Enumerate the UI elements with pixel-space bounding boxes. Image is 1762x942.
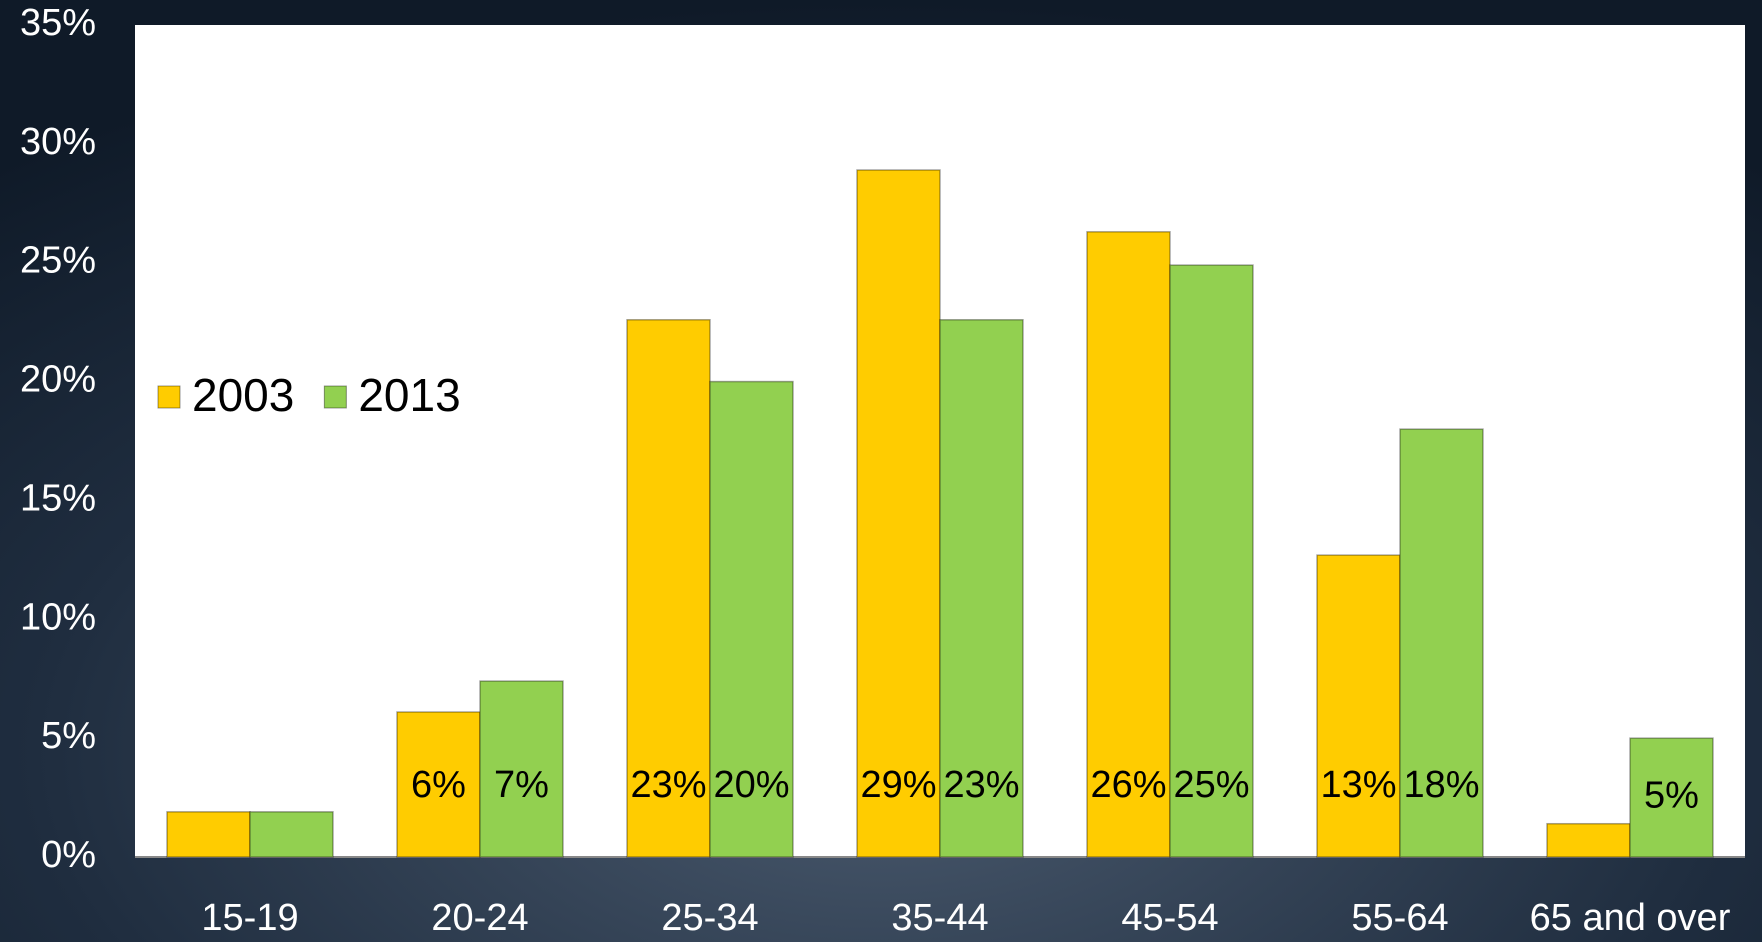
bar	[709, 380, 794, 858]
legend-label: 2013	[358, 369, 460, 421]
y-tick-label: 5%	[41, 715, 96, 757]
bar	[1629, 737, 1714, 858]
bar	[626, 319, 711, 858]
data-label: 18%	[1403, 764, 1479, 806]
data-label: 7%	[494, 764, 549, 806]
bar	[166, 811, 251, 858]
y-tick-label: 25%	[20, 240, 96, 282]
y-tick-label: 15%	[20, 477, 96, 519]
data-label: 26%	[1090, 764, 1166, 806]
data-label: 6%	[411, 764, 466, 806]
bar	[1316, 554, 1401, 858]
y-tick-label: 20%	[20, 359, 96, 401]
legend-swatch	[157, 385, 181, 409]
x-tick-label: 15-19	[201, 897, 298, 939]
bar	[1086, 231, 1171, 858]
y-tick-label: 35%	[20, 2, 96, 44]
x-tick-label: 35-44	[891, 897, 988, 939]
data-label: 29%	[860, 764, 936, 806]
data-label: 23%	[943, 764, 1019, 806]
x-tick-label: 55-64	[1351, 897, 1448, 939]
data-label: 20%	[713, 764, 789, 806]
data-label: 13%	[1320, 764, 1396, 806]
x-tick-label: 45-54	[1121, 897, 1218, 939]
bar	[1399, 428, 1484, 858]
x-tick-label: 65 and over	[1530, 897, 1731, 939]
y-tick-label: 30%	[20, 121, 96, 163]
y-tick-label: 0%	[41, 834, 96, 876]
legend-label: 2003	[192, 369, 294, 421]
bar	[856, 169, 941, 858]
bar	[396, 711, 481, 858]
bar	[939, 319, 1024, 858]
y-tick-label: 10%	[20, 596, 96, 638]
x-tick-label: 25-34	[661, 897, 758, 939]
data-label: 25%	[1173, 764, 1249, 806]
x-tick-label: 20-24	[431, 897, 528, 939]
bar	[249, 811, 334, 858]
bar	[1169, 264, 1254, 858]
data-label: 5%	[1644, 775, 1699, 817]
legend-swatch	[323, 385, 347, 409]
data-label: 23%	[630, 764, 706, 806]
bar	[479, 680, 564, 858]
bar	[1546, 822, 1631, 858]
